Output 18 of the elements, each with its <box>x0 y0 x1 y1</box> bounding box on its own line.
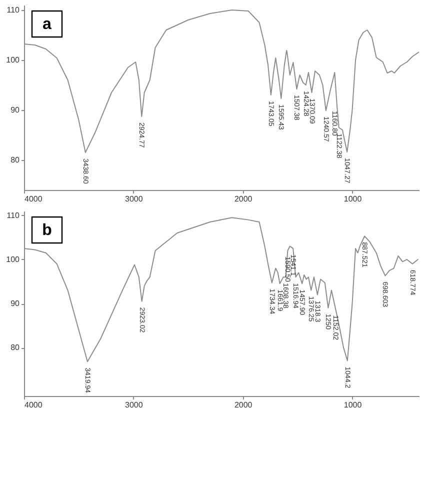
y-tick-label: 90 <box>10 299 20 308</box>
text: b <box>42 222 52 239</box>
x-tick-label: 4000 <box>24 400 43 410</box>
x-tick-label: 1000 <box>344 194 362 204</box>
y-tick-label: 100 <box>6 254 20 264</box>
y-tick-label: 110 <box>6 6 20 14</box>
y-tick-label: 90 <box>10 106 20 114</box>
x-tick-label: 2000 <box>234 400 253 410</box>
y-tick-label: 110 <box>6 210 20 220</box>
x-tick-label: 2000 <box>234 194 253 204</box>
y-tick-label: 80 <box>10 156 20 164</box>
x-tick-label: 3000 <box>125 194 144 204</box>
y-tick-label: 80 <box>10 343 20 352</box>
text: a <box>42 16 52 33</box>
x-tick-label: 4000 <box>24 194 43 204</box>
y-tick-label: 100 <box>6 56 20 64</box>
x-tick-label: 3000 <box>125 400 144 410</box>
x-tick-label: 1000 <box>344 400 362 410</box>
